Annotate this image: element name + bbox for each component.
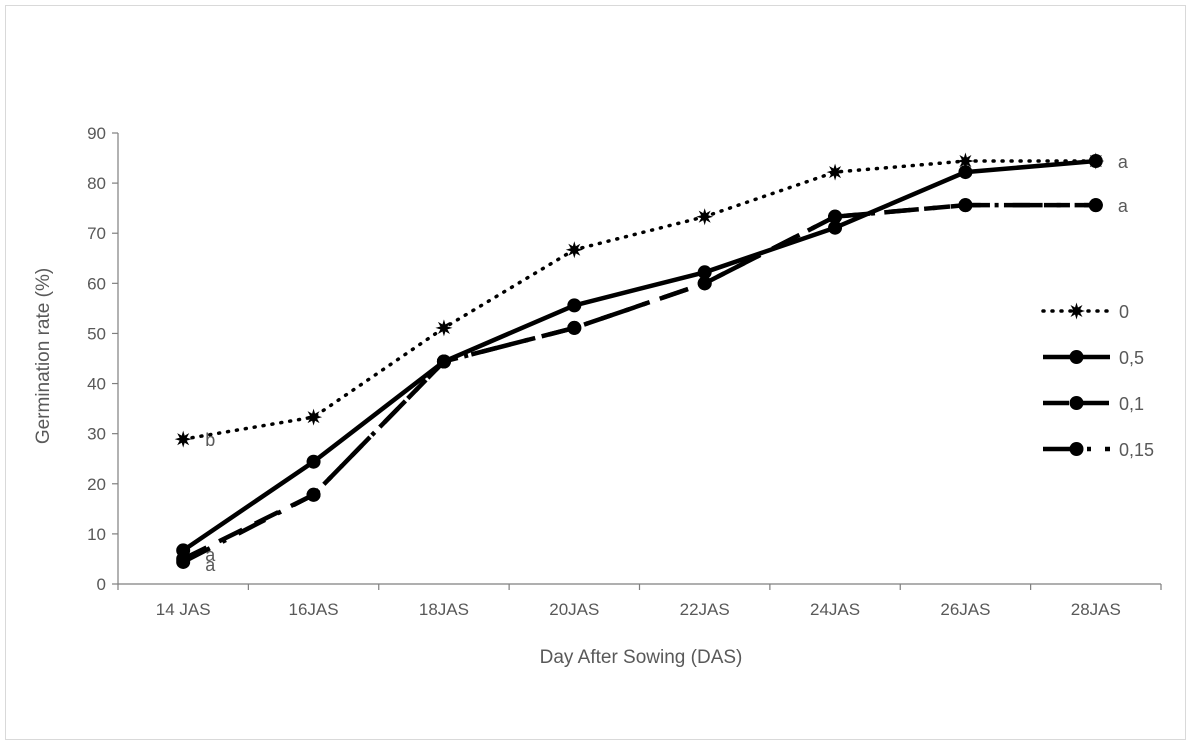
x-tick-label: 24JAS: [810, 600, 860, 619]
y-tick-label: 80: [87, 174, 106, 193]
y-tick-label: 10: [87, 525, 106, 544]
y-tick-label: 50: [87, 324, 106, 343]
data-point: [565, 241, 583, 259]
data-point: [567, 320, 582, 335]
x-axis-label: Day After Sowing (DAS): [540, 647, 743, 668]
y-tick-label: 90: [87, 124, 106, 143]
data-point: [174, 430, 192, 448]
x-tick-label: 28JAS: [1071, 600, 1121, 619]
significance-letter: a: [205, 545, 216, 565]
series-line: [181, 158, 1097, 553]
y-tick-label: 60: [87, 274, 106, 293]
legend-item: 0: [1041, 302, 1129, 322]
data-point: [958, 165, 973, 180]
data-point: [176, 543, 191, 558]
legend-item: 0,1: [1043, 394, 1144, 414]
series-line: [182, 202, 1096, 561]
data-point: [828, 220, 843, 235]
legend-label: 0,5: [1119, 348, 1144, 368]
significance-letter: a: [1118, 152, 1129, 172]
data-point: [958, 198, 973, 213]
data-point: [697, 265, 712, 280]
x-tick-label: 16JAS: [289, 600, 339, 619]
series-0-15: [176, 198, 1103, 569]
series-line: [182, 202, 1096, 564]
data-point: [696, 208, 714, 226]
legend-label: 0,15: [1119, 440, 1154, 460]
series-lines: [174, 152, 1105, 569]
data-point: [1087, 152, 1105, 170]
y-tick-label: 30: [87, 425, 106, 444]
y-tick-label: 20: [87, 475, 106, 494]
data-point: [567, 298, 582, 313]
data-point: [436, 354, 451, 369]
chart-frame: 0 10 20 30 40 50 60 70 80 90 14 JAS 16JAS 18JAS 20JAS…: [5, 5, 1186, 740]
data-point: [826, 163, 844, 181]
legend-marker: [1069, 396, 1084, 410]
data-point: [306, 454, 321, 469]
legend-item: 0,15: [1043, 440, 1154, 460]
legend-marker: [1069, 350, 1084, 364]
series-0: [174, 152, 1105, 448]
data-point: [956, 152, 974, 170]
series-0-5: [176, 154, 1103, 558]
legend-marker: [1069, 442, 1084, 456]
data-point: [828, 209, 843, 224]
legend: 0 0,5 0,1 0,15: [1041, 302, 1154, 460]
significance-letter: b: [205, 430, 215, 450]
data-point: [697, 276, 712, 291]
x-tick-label: 26JAS: [940, 600, 990, 619]
y-axis-label: Germination rate (%): [33, 268, 54, 444]
y-tick-label: 40: [87, 375, 106, 394]
series-0-1: [176, 198, 1103, 566]
legend-label: 0: [1119, 302, 1129, 322]
line-chart: 0 10 20 30 40 50 60 70 80 90 14 JAS 16JAS 18JAS 20JAS…: [33, 124, 1162, 668]
data-point: [435, 319, 453, 337]
x-tick-label: 18JAS: [419, 600, 469, 619]
legend-item: 0,5: [1043, 348, 1144, 368]
significance-letter: a: [205, 555, 216, 575]
data-point: [1088, 198, 1103, 213]
x-tick-label: 22JAS: [680, 600, 730, 619]
x-tick-label: 20JAS: [549, 600, 599, 619]
legend-marker: [1068, 302, 1085, 320]
data-point: [305, 408, 323, 426]
y-tick-label: 70: [87, 224, 106, 243]
y-tick-label: 0: [97, 575, 106, 594]
x-tick-label: 14 JAS: [156, 600, 211, 619]
legend-label: 0,1: [1119, 394, 1144, 414]
significance-letter: a: [1118, 196, 1129, 216]
axes: 0 10 20 30 40 50 60 70 80 90 14 JAS 16JAS 18JAS 20JAS…: [87, 124, 1162, 619]
data-point: [306, 487, 321, 502]
